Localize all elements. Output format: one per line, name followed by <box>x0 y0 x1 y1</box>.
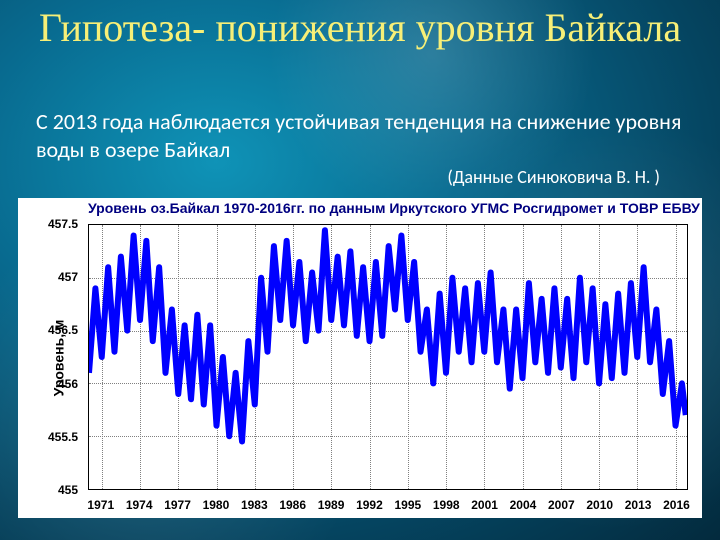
chart-ytick-label: 457 <box>58 270 78 284</box>
chart-xtick-label: 1971 <box>87 498 114 512</box>
chart-svg <box>89 225 687 489</box>
chart-ytick-label: 457.5 <box>48 217 78 231</box>
chart-xtick-label: 2016 <box>663 498 690 512</box>
chart-ytick-label: 455.5 <box>48 430 78 444</box>
chart-xtick-label: 1983 <box>241 498 268 512</box>
chart-title: Уровень оз.Байкал 1970-2016гг. по данным… <box>88 200 692 216</box>
chart-xtick-label: 2010 <box>586 498 613 512</box>
chart-xtick-label: 1989 <box>318 498 345 512</box>
chart-xtick-label: 2001 <box>471 498 498 512</box>
slide-title: Гипотеза- понижения уровня Байкала <box>0 6 720 50</box>
chart-ytick-label: 456 <box>58 377 78 391</box>
chart-xtick-label: 1977 <box>164 498 191 512</box>
chart-container: Уровень оз.Байкал 1970-2016гг. по данным… <box>18 198 702 518</box>
chart-xtick-label: 1998 <box>433 498 460 512</box>
chart-yticks: 455455.5456456.5457457.5 <box>18 224 84 490</box>
chart-ytick-label: 455 <box>58 483 78 497</box>
chart-ytick-label: 456.5 <box>48 323 78 337</box>
data-citation: (Данные Синюковича В. Н. ) <box>0 166 660 188</box>
chart-xtick-label: 2004 <box>510 498 537 512</box>
chart-xtick-label: 1992 <box>356 498 383 512</box>
chart-xtick-label: 1980 <box>203 498 230 512</box>
chart-xtick-label: 1995 <box>394 498 421 512</box>
chart-series-line <box>89 230 686 441</box>
chart-xtick-label: 1986 <box>279 498 306 512</box>
slide: Гипотеза- понижения уровня Байкала С 201… <box>0 0 720 540</box>
chart-xtick-label: 1974 <box>126 498 153 512</box>
chart-xtick-label: 2013 <box>625 498 652 512</box>
chart-xtick-label: 2007 <box>548 498 575 512</box>
slide-subtitle: С 2013 года наблюдается устойчивая тенде… <box>36 108 684 163</box>
chart-plot-area <box>88 224 688 490</box>
chart-xticks: 1971 1974 1977 1980 1983 1986 1989 1992 1995 1998… <box>88 494 688 518</box>
